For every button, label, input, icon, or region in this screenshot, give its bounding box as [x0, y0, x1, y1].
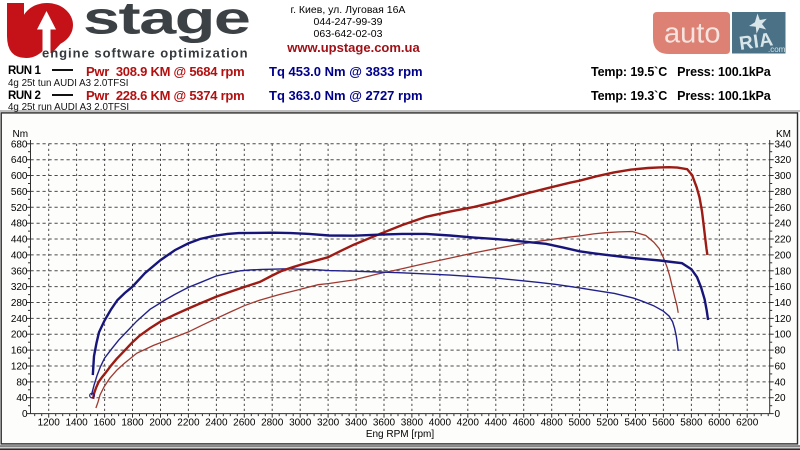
svg-text:1800: 1800 [121, 418, 144, 429]
svg-text:280: 280 [775, 187, 792, 198]
svg-text:2800: 2800 [261, 418, 284, 429]
svg-text:0: 0 [22, 409, 28, 420]
svg-text:3800: 3800 [401, 418, 424, 429]
svg-text:3600: 3600 [373, 418, 396, 429]
svg-text:120: 120 [11, 362, 28, 373]
svg-text:6000: 6000 [708, 418, 731, 429]
svg-text:280: 280 [11, 298, 28, 309]
svg-text:2400: 2400 [205, 418, 228, 429]
svg-text:160: 160 [11, 346, 28, 357]
svg-text:320: 320 [11, 282, 28, 293]
svg-text:200: 200 [11, 330, 28, 341]
svg-text:340: 340 [775, 139, 792, 150]
svg-text:160: 160 [775, 282, 792, 293]
svg-text:80: 80 [775, 346, 787, 357]
svg-text:2600: 2600 [233, 418, 256, 429]
svg-text:3400: 3400 [345, 418, 368, 429]
svg-text:5000: 5000 [568, 418, 591, 429]
svg-text:560: 560 [11, 187, 28, 198]
svg-text:200: 200 [775, 250, 792, 261]
svg-text:4000: 4000 [429, 418, 452, 429]
svg-text:240: 240 [775, 219, 792, 230]
svg-text:440: 440 [11, 235, 28, 246]
svg-text:140: 140 [775, 298, 792, 309]
svg-text:20: 20 [775, 393, 787, 404]
svg-text:0: 0 [775, 409, 781, 420]
svg-text:3200: 3200 [317, 418, 340, 429]
svg-text:1400: 1400 [65, 418, 88, 429]
svg-text:Eng RPM [rpm]: Eng RPM [rpm] [366, 429, 435, 440]
svg-text:5600: 5600 [652, 418, 675, 429]
svg-text:600: 600 [11, 171, 28, 182]
svg-text:4600: 4600 [513, 418, 536, 429]
svg-text:80: 80 [16, 377, 28, 388]
svg-text:engine software optimization: engine software optimization [42, 45, 249, 60]
svg-text:5400: 5400 [624, 418, 647, 429]
svg-text:520: 520 [11, 203, 28, 214]
svg-text:auto: auto [664, 18, 720, 50]
svg-text:4400: 4400 [485, 418, 508, 429]
svg-text:180: 180 [775, 266, 792, 277]
svg-text:RIA: RIA [738, 29, 775, 54]
svg-text:360: 360 [11, 266, 28, 277]
svg-text:40: 40 [775, 377, 787, 388]
svg-text:320: 320 [775, 155, 792, 166]
svg-text:3000: 3000 [289, 418, 312, 429]
svg-text:KM: KM [776, 129, 791, 140]
svg-text:60: 60 [775, 362, 787, 373]
svg-text:4800: 4800 [541, 418, 564, 429]
svg-text:100: 100 [775, 330, 792, 341]
svg-text:300: 300 [775, 171, 792, 182]
svg-text:480: 480 [11, 219, 28, 230]
svg-text:680: 680 [11, 139, 28, 150]
svg-text:2000: 2000 [149, 418, 172, 429]
svg-text:220: 220 [775, 235, 792, 246]
svg-text:120: 120 [775, 314, 792, 325]
svg-text:240: 240 [11, 314, 28, 325]
svg-text:5800: 5800 [680, 418, 703, 429]
svg-text:640: 640 [11, 155, 28, 166]
svg-text:Nm: Nm [13, 129, 29, 140]
svg-text:4200: 4200 [457, 418, 480, 429]
svg-text:260: 260 [775, 203, 792, 214]
svg-text:stage: stage [83, 0, 249, 44]
svg-text:6200: 6200 [736, 418, 759, 429]
svg-text:40: 40 [16, 393, 28, 404]
svg-text:400: 400 [11, 250, 28, 261]
svg-text:5200: 5200 [596, 418, 619, 429]
svg-text:1600: 1600 [93, 418, 116, 429]
svg-text:.com: .com [768, 45, 786, 54]
svg-text:1200: 1200 [38, 418, 61, 429]
svg-text:2200: 2200 [177, 418, 200, 429]
